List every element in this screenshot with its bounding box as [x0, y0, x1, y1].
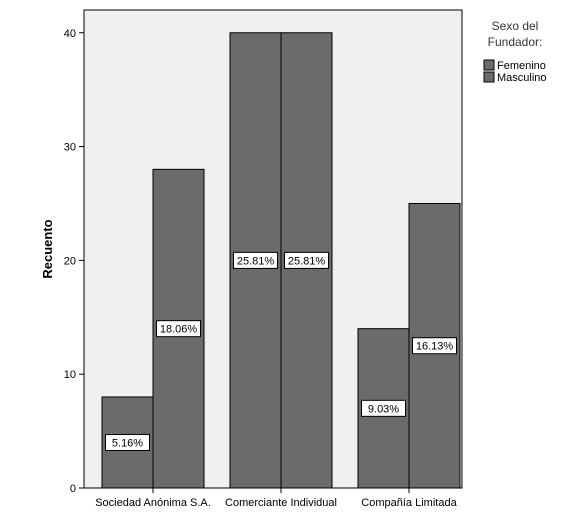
bars: 5.16% 18.06% 25.81% 25.81% 9.03% 16.13%	[101, 32, 461, 489]
data-label-box	[156, 320, 201, 338]
data-label-box	[105, 433, 150, 451]
data-label: 18.06%	[160, 324, 198, 336]
legend-swatch-masculino	[483, 71, 495, 83]
x-category-label: Compañía Limitada	[361, 497, 457, 509]
data-label-box	[284, 251, 329, 269]
y-axis: 0 10 20 30 40	[64, 28, 84, 495]
legend-label-femenino: Femenino	[497, 60, 546, 72]
x-category-label: Comerciante Individual	[225, 497, 337, 509]
y-axis-title: Recuento	[40, 219, 55, 278]
data-label-box	[412, 337, 457, 355]
y-tick-label: 20	[64, 255, 76, 267]
legend-title-line-1: Sexo del	[492, 19, 539, 33]
legend-swatch-femenino	[483, 59, 495, 71]
y-tick-label: 0	[70, 483, 76, 495]
legend-label-masculino: Masculino	[497, 72, 547, 84]
x-category-label: Sociedad Anónima S.A.	[95, 497, 211, 509]
data-label: 9.03%	[368, 403, 399, 415]
y-tick-label: 30	[64, 142, 76, 154]
data-label: 25.81%	[237, 255, 275, 267]
data-label: 5.16%	[112, 437, 143, 449]
data-label-box	[233, 251, 278, 269]
data-label: 16.13%	[416, 341, 454, 353]
data-label-box	[361, 399, 406, 417]
y-tick-label: 10	[64, 369, 76, 381]
y-tick-label: 40	[64, 28, 76, 40]
data-label: 25.81%	[288, 255, 326, 267]
legend-title-line-2: Fundador:	[488, 35, 543, 49]
x-axis: Sociedad Anónima S.A. Comerciante Individ…	[95, 488, 458, 509]
